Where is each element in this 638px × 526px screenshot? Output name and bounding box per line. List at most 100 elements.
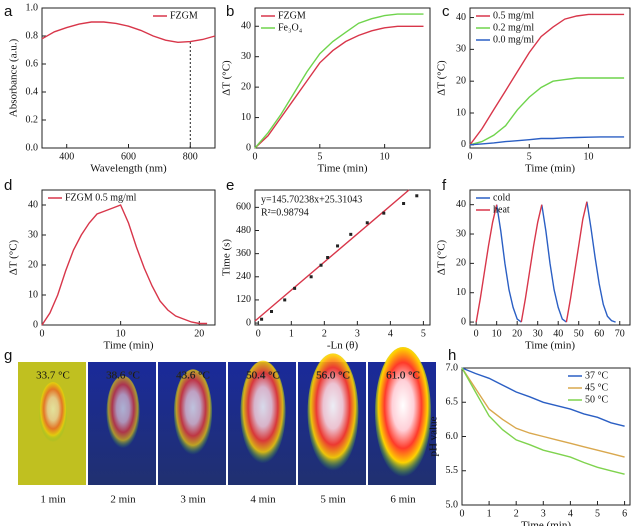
- thermal-hotspot: [307, 353, 359, 471]
- x-axis-label: Time (min): [521, 520, 571, 526]
- plot-frame: [254, 7, 431, 149]
- thermal-hotspot: [173, 369, 213, 455]
- y-tick-label: 10: [28, 289, 38, 300]
- x-tick-label: 10: [116, 328, 126, 339]
- y-axis-label: ΔT (°C): [8, 239, 20, 275]
- x-tick-label: 50: [574, 328, 584, 339]
- panel-label: e: [226, 177, 234, 194]
- series-line: [469, 13, 625, 146]
- y-tick-label: 20: [28, 259, 38, 270]
- x-axis-label: Time (min): [103, 340, 153, 352]
- series-line: [254, 13, 424, 149]
- y-tick-label: 10: [456, 107, 466, 118]
- thermal-hotspot: [240, 360, 286, 464]
- y-axis-label: pH value: [428, 416, 440, 456]
- x-tick-label: 20: [512, 328, 522, 339]
- x-axis-label: Time (min): [525, 340, 575, 352]
- y-tick-label: 40: [456, 12, 466, 23]
- y-tick-label: 0.4: [26, 86, 39, 97]
- x-tick-label: 2: [322, 328, 327, 339]
- y-tick-label: 30: [456, 228, 466, 239]
- time-label: 2 min: [110, 494, 136, 506]
- panel-label: h: [448, 347, 456, 364]
- panel-label: g: [4, 347, 12, 364]
- panel-label: d: [4, 177, 12, 194]
- plot-frame: [41, 7, 216, 149]
- y-tick-label: 360: [236, 248, 251, 259]
- series-line: [41, 21, 216, 44]
- x-tick-label: 400: [59, 151, 74, 162]
- panel-label: a: [4, 3, 13, 20]
- panel-label: c: [442, 3, 450, 20]
- x-tick-label: 1: [487, 508, 492, 519]
- y-tick-label: 30: [241, 51, 251, 62]
- legend-label: 0.2 mg/ml: [493, 22, 534, 33]
- panel-label: b: [226, 3, 234, 20]
- y-tick-label: 30: [28, 229, 38, 240]
- x-tick-label: 30: [533, 328, 543, 339]
- plot-frame: [41, 189, 216, 326]
- x-tick-label: 5: [595, 508, 600, 519]
- y-axis-label: ΔT (°C): [436, 60, 448, 96]
- series-line: [461, 367, 625, 458]
- scatter-point: [309, 275, 313, 279]
- y-tick-label: 20: [456, 258, 466, 269]
- temperature-label: 50.4 °C: [246, 370, 280, 382]
- x-tick-label: 5: [317, 151, 322, 162]
- legend-label: FZGM: [170, 10, 198, 21]
- x-tick-label: 600: [121, 151, 136, 162]
- y-tick-label: 0.6: [26, 58, 39, 69]
- legend-label: FZGM 0.5 mg/ml: [65, 192, 137, 203]
- x-tick-label: 0: [40, 328, 45, 339]
- y-tick-label: 0.8: [26, 30, 39, 41]
- x-tick-label: 5: [421, 328, 426, 339]
- y-tick-label: 0: [246, 317, 251, 328]
- plot-frame: [254, 189, 431, 326]
- thermal-hotspot: [106, 375, 140, 449]
- temperature-label: 33.7 °C: [36, 370, 70, 382]
- series-line: [496, 201, 616, 323]
- legend-label: 0.5 mg/ml: [493, 10, 534, 21]
- x-tick-label: 70: [615, 328, 625, 339]
- time-label: 4 min: [250, 494, 276, 506]
- y-tick-label: 40: [28, 199, 38, 210]
- y-tick-label: 0: [461, 139, 466, 150]
- y-tick-label: 0.2: [26, 114, 39, 125]
- x-axis-label: Wavelength (nm): [90, 163, 167, 175]
- time-label: 1 min: [40, 494, 66, 506]
- x-tick-label: 10: [492, 328, 502, 339]
- legend-label: heat: [493, 204, 510, 215]
- y-tick-label: 20: [241, 81, 251, 92]
- y-tick-label: 6.0: [446, 431, 459, 442]
- scatter-point: [336, 244, 340, 248]
- series-line: [461, 367, 625, 475]
- x-tick-label: 20: [194, 328, 204, 339]
- x-axis-label: Time (min): [317, 163, 367, 175]
- x-axis-label: Time (min): [525, 163, 575, 175]
- x-tick-label: 2: [514, 508, 519, 519]
- series-line: [475, 201, 588, 323]
- legend-label: 45 °C: [585, 382, 608, 393]
- annotation: y=145.70238x+25.31043: [261, 194, 362, 205]
- scatter-point: [283, 298, 287, 302]
- y-tick-label: 1.0: [26, 2, 39, 13]
- x-tick-label: 40: [553, 328, 563, 339]
- y-tick-label: 0: [246, 142, 251, 153]
- series-line: [41, 204, 208, 326]
- time-label: 3 min: [180, 494, 206, 506]
- scatter-point: [415, 194, 419, 198]
- x-tick-label: 60: [594, 328, 604, 339]
- scatter-point: [319, 263, 323, 267]
- y-tick-label: 240: [236, 271, 251, 282]
- scatter-point: [365, 221, 369, 225]
- x-tick-label: 3: [541, 508, 546, 519]
- y-tick-label: 6.5: [446, 397, 459, 408]
- series-line: [254, 25, 424, 149]
- y-axis-label: ΔT (°C): [436, 239, 448, 275]
- temperature-label: 56.0 °C: [316, 370, 350, 382]
- scatter-point: [402, 202, 406, 205]
- series-line: [469, 136, 625, 146]
- y-tick-label: 120: [236, 294, 251, 305]
- x-tick-label: 1: [289, 328, 294, 339]
